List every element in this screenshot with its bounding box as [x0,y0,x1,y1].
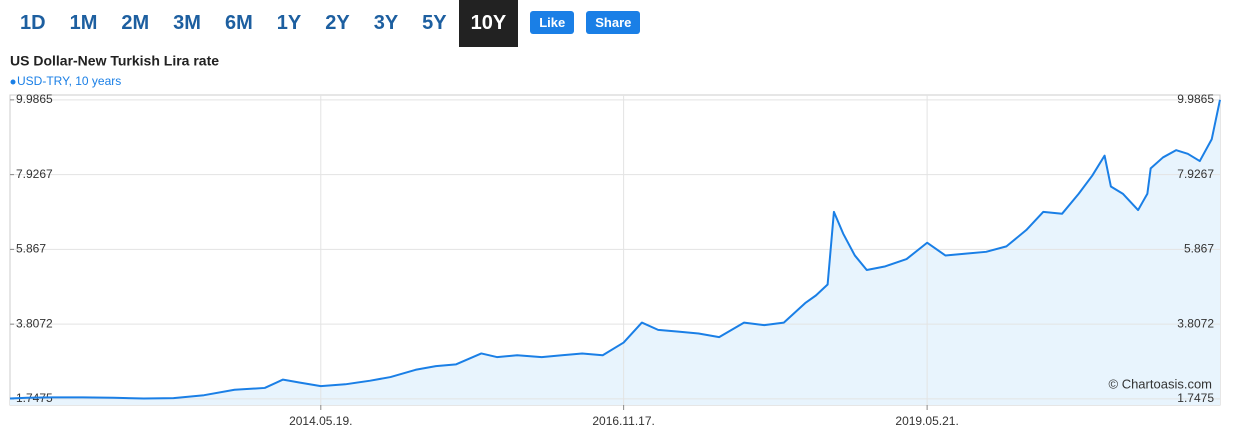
y-tick-label: 7.9267 [16,167,53,181]
credit: © Chartoasis.com [1109,376,1213,391]
range-button[interactable]: 2M [121,12,150,34]
x-tick-label: 2016.11.17. [592,414,655,428]
range-button[interactable]: 1Y [276,12,302,34]
x-tick-label: 2014.05.19. [289,414,352,428]
share-button[interactable]: Share [586,11,641,34]
range-button[interactable]: 1D [20,12,46,34]
range-button[interactable]: 1M [69,12,98,34]
range-button[interactable]: 6M [224,12,253,34]
range-button[interactable]: 5Y [422,12,447,34]
y-tick-label-right: 9.9865 [1177,92,1214,106]
like-button[interactable]: Like [530,11,575,34]
y-tick-label: 9.9865 [16,92,53,106]
y-tick-label-right: 5.867 [1184,242,1214,256]
legend-dot [10,79,16,85]
range-button[interactable]: 10Y [458,0,519,47]
line [9,99,1221,400]
y-tick-label-right: 3.8072 [1177,316,1214,330]
y-tick-label-right: 7.9267 [1177,167,1214,181]
range-button[interactable]: 2Y [325,12,350,34]
y-tick-label: 3.8072 [16,316,53,330]
legend-entry: USD-TRY, 10 years [17,74,121,88]
toolbar: 1D 1M 2M 3M 6M 1Y 2Y 3Y 5Y 10Y Like Share [8,0,641,47]
range-button[interactable]: 3M [173,12,201,34]
x-tick-label: 2019.05.21. [895,414,958,428]
y-tick-label: 5.867 [16,242,46,256]
chart-title: US Dollar-New Turkish Lira rate [10,53,219,69]
y-tick-label-right: 1.7475 [1177,391,1214,405]
range-button[interactable]: 3Y [373,12,399,34]
area-fill [10,99,1220,406]
